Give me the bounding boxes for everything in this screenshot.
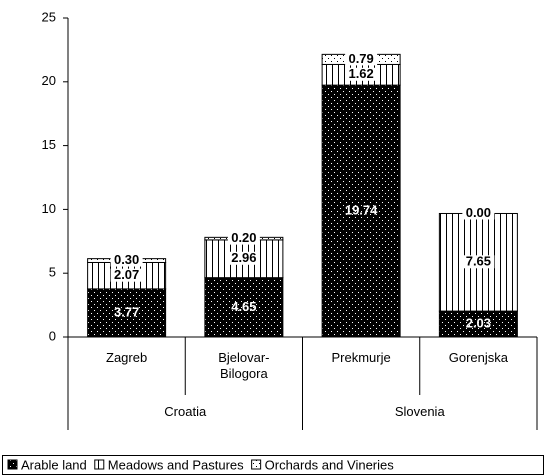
data-label-group: 19.74	[345, 202, 378, 217]
legend-label: Arable land	[21, 457, 87, 472]
data-label-group: 2.96	[227, 250, 260, 265]
data-label: 2.03	[466, 315, 491, 330]
data-label-group: 2.03	[466, 315, 491, 330]
x-tick-label: Gorenjska	[448, 350, 508, 365]
data-label: 2.96	[231, 250, 256, 265]
legend-label: Orchards and Vineries	[265, 457, 395, 472]
data-label-bg	[462, 255, 495, 269]
bar-segment	[321, 84, 401, 338]
group-label: Slovenia	[394, 404, 445, 419]
legend-swatch	[251, 459, 262, 470]
y-tick-label: 0	[49, 328, 56, 343]
data-label-group: 2.07	[110, 267, 143, 282]
data-label-bg	[462, 206, 495, 220]
x-tick-label: Zagreb	[106, 350, 148, 365]
data-label: 3.77	[114, 304, 139, 319]
bar-segment	[87, 288, 167, 338]
data-label-bg	[227, 231, 260, 245]
data-label: 4.65	[231, 299, 256, 314]
data-label: 1.62	[348, 66, 373, 81]
x-tick-label: Prekmurje	[331, 350, 391, 365]
y-tick-label: 10	[42, 201, 56, 216]
data-label-group: 0.00	[462, 205, 495, 220]
data-label-bg	[110, 253, 143, 267]
data-label-group: 3.77	[114, 304, 139, 319]
data-label: 0.20	[231, 230, 256, 245]
legend-swatch	[7, 459, 18, 470]
data-label-group: 7.65	[462, 254, 495, 269]
data-label: 7.65	[466, 254, 491, 269]
legend-label: Meadows and Pastures	[108, 457, 244, 472]
data-label: 0.00	[466, 205, 491, 220]
group-label: Croatia	[164, 404, 207, 419]
legend-swatch	[94, 459, 105, 470]
data-label-bg	[227, 251, 260, 265]
data-label-group: 0.20	[227, 230, 260, 245]
y-tick-label: 5	[49, 265, 56, 280]
data-label: 2.07	[114, 267, 139, 282]
data-label-bg	[345, 67, 378, 81]
data-label-group: 4.65	[231, 299, 256, 314]
data-label: 0.30	[114, 252, 139, 267]
y-tick-label: 15	[42, 137, 56, 152]
data-label-group: 0.30	[110, 252, 143, 267]
data-label-bg	[110, 268, 143, 282]
data-label: 19.74	[345, 202, 378, 217]
bar-segment	[204, 277, 284, 338]
data-label-group: 0.79	[345, 51, 378, 66]
x-tick-label: Bjelovar-Bilogora	[218, 350, 270, 381]
y-tick-label: 20	[42, 73, 56, 88]
bar-segment	[438, 310, 518, 338]
data-label-bg	[345, 52, 378, 66]
y-tick-label: 25	[42, 9, 56, 24]
data-label-group: 1.62	[345, 66, 378, 81]
data-label: 0.79	[348, 51, 373, 66]
